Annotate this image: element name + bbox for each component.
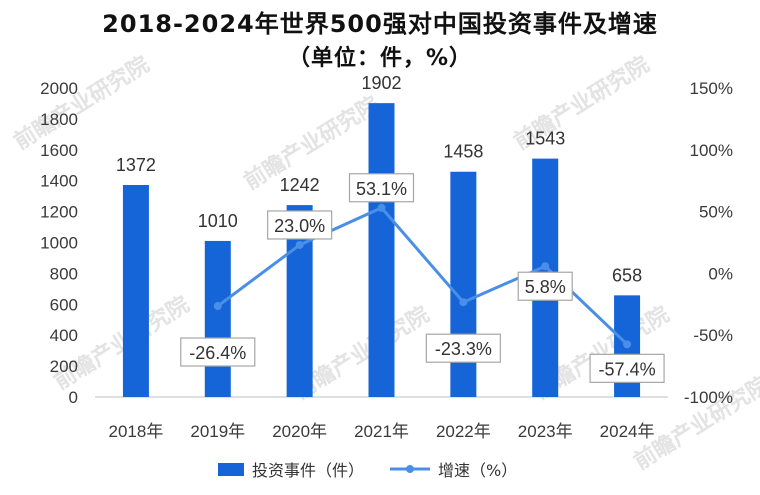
growth-label: 23.0% [267, 210, 333, 240]
bar-value-label: 1902 [361, 73, 401, 93]
growth-label-text: -26.4% [189, 343, 246, 363]
right-tick-label: -100% [684, 388, 733, 407]
bar [204, 240, 231, 397]
chart-title: 2018-2024年世界500强对中国投资事件及增速 [102, 10, 658, 38]
chart-subtitle: （单位：件，%） [287, 46, 473, 71]
left-tick-label: 200 [50, 357, 78, 376]
growth-point [295, 240, 304, 249]
legend: 投资事件（件） 增速（%） [218, 461, 517, 480]
growth-label: -26.4% [180, 337, 256, 367]
left-tick-label: 0 [69, 388, 78, 407]
x-tick-label: 2019年 [190, 422, 245, 441]
bar-value-label: 1242 [280, 175, 320, 195]
legend-line-marker [406, 465, 414, 473]
growth-label: 5.8% [517, 271, 573, 301]
growth-label-text: 53.1% [356, 179, 407, 199]
growth-point [623, 340, 632, 349]
growth-point [459, 298, 468, 307]
x-tick-label: 2023年 [518, 422, 573, 441]
bar-value-label: 1010 [198, 211, 238, 231]
growth-point [541, 262, 550, 271]
x-tick-label: 2021年 [354, 422, 409, 441]
left-tick-label: 1800 [40, 110, 78, 129]
right-tick-label: 50% [699, 203, 733, 222]
growth-label-box [267, 210, 333, 240]
left-tick-label: 1000 [40, 234, 78, 253]
x-tick-label: 2018年 [109, 422, 164, 441]
growth-label-text: 5.8% [525, 277, 566, 297]
bar-value-label: 1372 [116, 155, 156, 175]
growth-label-text: 23.0% [274, 216, 325, 236]
label-layer: 1372 1010 1242 1902 1458 1543 658 -26.4% 23.0% 53… [116, 73, 665, 383]
bar [122, 185, 149, 397]
growth-label-text: -23.3% [435, 339, 492, 359]
growth-label: 53.1% [348, 173, 415, 203]
left-tick-label: 2000 [40, 79, 78, 98]
growth-label-box [348, 173, 415, 203]
legend-bar-label: 投资事件（件） [252, 461, 364, 480]
bar-value-label: 658 [612, 265, 642, 285]
x-tick-label: 2022年 [436, 422, 491, 441]
growth-label-box [180, 337, 256, 367]
watermark-text: 前瞻产业研究院 [9, 51, 153, 155]
bar [368, 103, 395, 398]
left-tick-label: 800 [50, 264, 78, 283]
axis-layer: 0 200 400 600 800 1000 1200 1400 1600 1800 2000 -10… [40, 79, 733, 441]
x-tick-label: 2020年 [272, 422, 327, 441]
growth-label: -57.4% [589, 353, 665, 383]
growth-label-text: -57.4% [599, 359, 656, 379]
growth-label: -23.3% [425, 333, 501, 363]
x-tick-label: 2024年 [600, 422, 655, 441]
right-tick-label: 150% [690, 79, 733, 98]
right-tick-label: 100% [690, 141, 733, 160]
legend-line-label: 增速（%） [438, 461, 517, 480]
left-tick-label: 400 [50, 326, 78, 345]
legend-bar-swatch [218, 463, 244, 476]
left-tick-label: 1200 [40, 203, 78, 222]
left-tick-label: 600 [50, 295, 78, 314]
growth-label-box [425, 333, 501, 363]
left-tick-label: 1400 [40, 172, 78, 191]
bar-value-label: 1458 [443, 142, 483, 162]
growth-label-box [517, 271, 573, 301]
right-tick-label: -50% [693, 326, 733, 345]
bar [450, 171, 477, 397]
left-tick-label: 1600 [40, 141, 78, 160]
growth-point [213, 302, 222, 311]
right-tick-label: 0% [708, 264, 733, 283]
bar-value-label: 1543 [525, 129, 565, 149]
growth-label-box [589, 353, 665, 383]
growth-point [377, 203, 386, 212]
